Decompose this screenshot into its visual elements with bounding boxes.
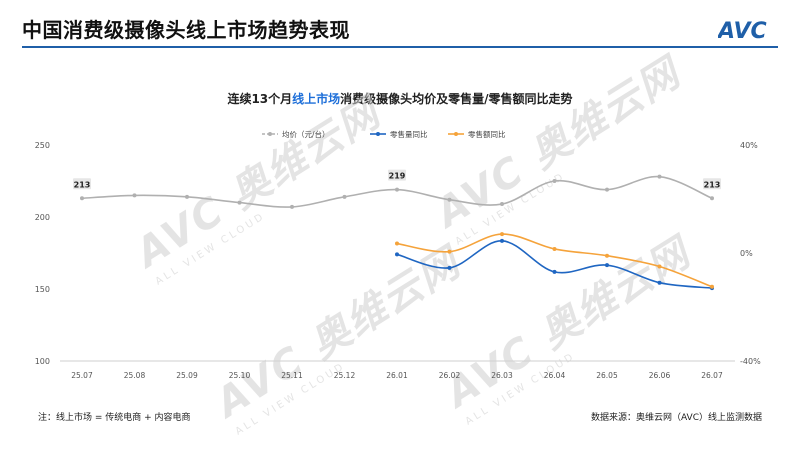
- x-tick-label: 26.03: [491, 371, 513, 380]
- series-point-0: [342, 194, 347, 199]
- legend-marker: [268, 132, 272, 136]
- series-point-2: [500, 232, 504, 237]
- series-point-1: [500, 238, 504, 243]
- legend-label: 零售额同比: [468, 129, 506, 139]
- y-left-tick-label: 200: [35, 213, 50, 222]
- series-point-2: [605, 253, 609, 258]
- data-label-bg: [388, 169, 406, 181]
- avc-logo: AVC: [718, 19, 767, 42]
- data-label: 213: [704, 180, 721, 189]
- series-point-1: [395, 252, 399, 257]
- series-point-0: [237, 200, 242, 205]
- series-point-2: [552, 246, 557, 251]
- series-point-0: [132, 193, 137, 198]
- chart-title-highlight: 线上市场: [292, 92, 341, 106]
- series-point-0: [185, 194, 189, 199]
- data-label-bg: [703, 178, 721, 190]
- x-tick-label: 26.07: [701, 371, 723, 380]
- series-point-2: [447, 249, 452, 254]
- series-line-2: [396, 233, 713, 288]
- x-tick-label: 26.02: [439, 371, 461, 380]
- series-line-0: [81, 175, 713, 208]
- series-point-1: [605, 263, 609, 268]
- y-right-tick-label: 0%: [740, 249, 753, 258]
- series-point-1: [447, 265, 452, 270]
- x-tick-label: 25.07: [71, 371, 93, 380]
- x-tick-label: 25.11: [281, 371, 303, 380]
- header-divider: [22, 46, 778, 48]
- x-tick-label: 25.12: [334, 371, 356, 380]
- x-tick-label: 26.01: [386, 371, 408, 380]
- footnote: 注：线上市场 = 传统电商 + 内容电商: [38, 413, 191, 423]
- series-point-0: [605, 187, 609, 192]
- legend-marker: [376, 132, 380, 136]
- y-right-tick-label: -40%: [740, 357, 761, 366]
- x-tick-label: 26.06: [649, 371, 671, 380]
- data-source: 数据来源：奥维云网（AVC）线上监测数据: [590, 413, 762, 423]
- legend-label: 均价（元/台）: [282, 129, 330, 139]
- data-label: 213: [74, 180, 91, 189]
- x-tick-label: 25.09: [176, 371, 198, 380]
- y-left-tick-label: 250: [35, 141, 50, 150]
- series-point-2: [395, 241, 399, 246]
- series-point-1: [657, 280, 662, 285]
- series-point-0: [500, 202, 504, 207]
- y-right-tick-label: 40%: [740, 141, 758, 150]
- y-left-tick-label: 100: [35, 357, 50, 366]
- series-point-0: [657, 174, 662, 179]
- logo-text: AVC: [718, 19, 767, 42]
- x-tick-label: 26.04: [544, 371, 566, 380]
- series-point-0: [710, 196, 714, 201]
- series-point-0: [395, 187, 399, 192]
- y-left-tick-label: 150: [35, 285, 50, 294]
- x-tick-label: 26.05: [596, 371, 618, 380]
- x-tick-label: 25.10: [229, 371, 251, 380]
- x-tick-label: 25.08: [124, 371, 146, 380]
- legend-marker: [454, 132, 458, 136]
- data-label-bg: [73, 178, 91, 190]
- series-point-0: [290, 204, 294, 209]
- chart-title-prefix: 连续13个月: [227, 92, 293, 106]
- page-title: 中国消费级摄像头线上市场趋势表现: [22, 18, 350, 42]
- chart-title: 连续13个月线上市场消费级摄像头均价及零售量/零售额同比走势: [0, 90, 800, 107]
- data-label: 219: [389, 172, 406, 181]
- series-point-1: [552, 269, 557, 274]
- series-point-0: [447, 197, 452, 202]
- series-point-0: [80, 196, 84, 201]
- legend-label: 零售量同比: [390, 129, 428, 139]
- series-point-0: [552, 179, 557, 183]
- chart-title-suffix: 消费级摄像头均价及零售量/零售额同比走势: [340, 92, 573, 106]
- series-point-2: [657, 264, 662, 269]
- series-point-2: [710, 284, 714, 289]
